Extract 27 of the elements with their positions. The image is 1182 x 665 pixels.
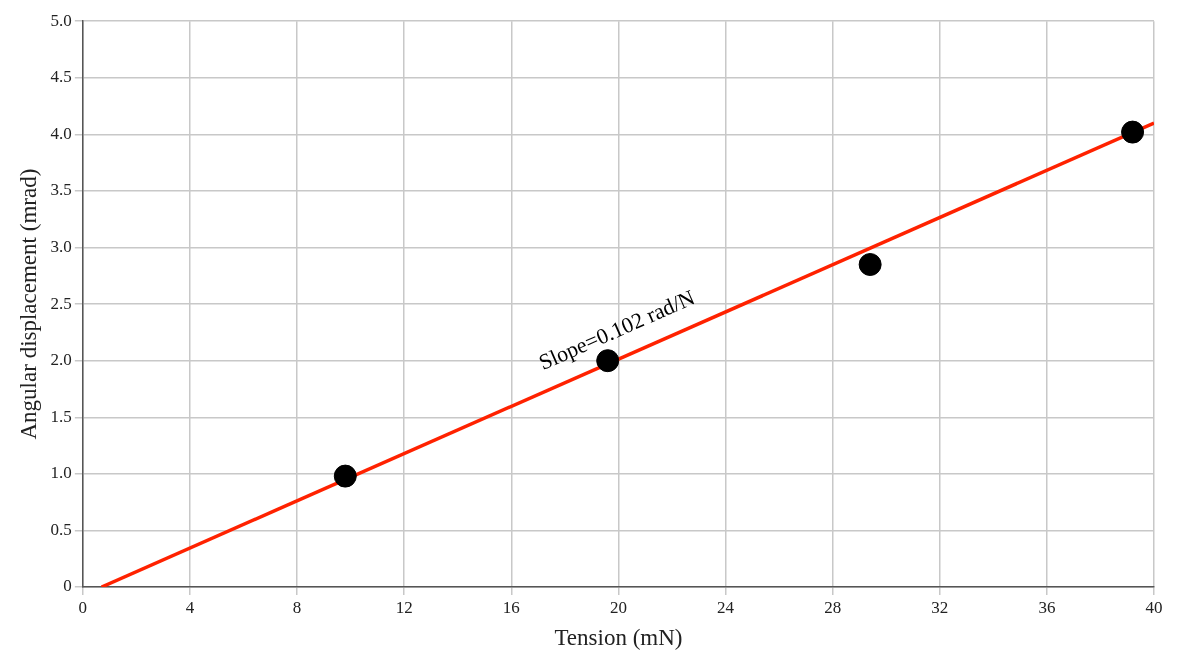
x-axis-title: Tension (mN) [554,625,683,651]
x-tick-label: 20 [609,597,627,617]
y-tick-label: 3.5 [50,180,72,200]
x-tick-label: 40 [1145,597,1163,617]
y-tick-label: 5.0 [50,10,72,30]
x-tick-label: 4 [185,597,195,617]
x-tick-label: 8 [292,597,302,617]
y-axis-title: Angular displacement (mrad) [15,168,41,440]
y-tick-label: 4.0 [50,123,72,143]
x-tick-label: 16 [502,597,520,617]
x-tick-label: 0 [78,597,88,617]
y-tick-label: 0.5 [50,519,72,539]
y-tick-label: 0 [63,576,72,596]
y-tick-label: 1.5 [50,406,72,426]
point [858,252,882,276]
y-tick-label: 2.0 [50,350,72,370]
x-tick-label: 36 [1038,597,1056,617]
x-tick-label: 12 [395,597,413,617]
y-tick-label: 3.0 [50,236,72,256]
x-tick-label: 28 [824,597,842,617]
x-tick-label: 24 [717,597,735,617]
x-tick-label: 32 [931,597,949,617]
y-tick-label: 4.5 [50,67,72,87]
point [1121,120,1145,144]
y-tick-label: 2.5 [50,293,72,313]
y-tick-label: 1.0 [50,463,72,483]
point [333,464,357,488]
